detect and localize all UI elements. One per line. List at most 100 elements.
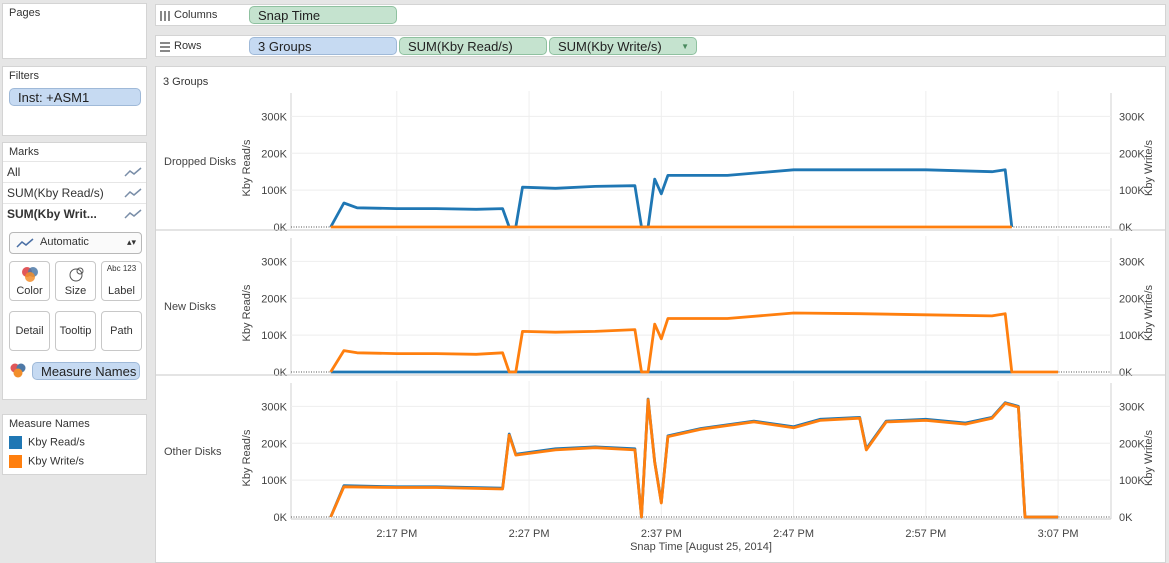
columns-shelf[interactable]: Columns Snap Time: [155, 4, 1166, 26]
row-header-title: 3 Groups: [163, 76, 209, 88]
y-tick-label-right: 0K: [1119, 367, 1133, 379]
marks-card: Marks All SUM(Kby Read/s) SUM(Kby Writ..…: [2, 142, 147, 400]
write-measure-label: SUM(Kby Write/s): [558, 39, 662, 54]
x-tick-label: 2:17 PM: [376, 528, 417, 540]
y-tick-label-left: 0K: [274, 222, 288, 234]
group-label: Dropped Disks: [164, 156, 237, 168]
series-line: [329, 168, 1014, 229]
columns-icon: [160, 11, 170, 21]
y-tick-label-left: 100K: [261, 475, 287, 487]
group-label: New Disks: [164, 301, 216, 313]
x-tick-label: 2:27 PM: [509, 528, 550, 540]
legend-swatch: [9, 436, 22, 449]
dropdown-arrow-icon[interactable]: ▼: [681, 42, 689, 51]
x-axis-title: Snap Time [August 25, 2014]: [630, 541, 772, 553]
y-tick-label-right: 300K: [1119, 401, 1145, 413]
y-tick-label-right: 200K: [1119, 148, 1145, 160]
line-mark-icon: [124, 209, 142, 219]
marks-row-read[interactable]: SUM(Kby Read/s): [3, 182, 146, 203]
y-tick-label-right: 100K: [1119, 330, 1145, 342]
marks-row-label: All: [7, 165, 21, 179]
pages-title: Pages: [9, 7, 41, 19]
updown-arrow-icon: ▴▾: [126, 237, 136, 247]
label-button[interactable]: Abc 123 Label: [101, 261, 142, 301]
line-mark-icon: [16, 238, 34, 248]
marks-row-label: SUM(Kby Read/s): [7, 186, 104, 200]
filter-pill[interactable]: Inst: +ASM1: [9, 88, 141, 106]
path-button-label: Path: [110, 325, 133, 337]
marks-row-label: SUM(Kby Writ...: [7, 207, 97, 221]
y-tick-label-right: 200K: [1119, 293, 1145, 305]
rows-shelf[interactable]: Rows 3 Groups SUM(Kby Read/s) SUM(Kby Wr…: [155, 35, 1166, 57]
x-tick-label: 2:57 PM: [905, 528, 946, 540]
label-icon: Abc 123: [106, 264, 137, 273]
y-tick-label-left: 200K: [261, 293, 287, 305]
legend-item-write[interactable]: Kby Write/s: [9, 455, 84, 468]
filters-card: Filters Inst: +ASM1: [2, 66, 147, 136]
y-tick-label-left: 100K: [261, 185, 287, 197]
series-line: [329, 311, 1059, 374]
view-area: 3 Groups 0K 0K 100K 100K 200K 200K 300K 300K Dro…: [155, 66, 1166, 563]
legend-label: Kby Write/s: [28, 455, 85, 468]
tooltip-button[interactable]: Tooltip: [55, 311, 96, 351]
y-axis-title-right: Kby Write/s: [1143, 429, 1155, 486]
filters-title: Filters: [9, 70, 39, 82]
y-tick-label-right: 100K: [1119, 475, 1145, 487]
y-tick-label-left: 300K: [261, 111, 287, 123]
line-mark-icon: [124, 167, 142, 177]
groups-pill[interactable]: 3 Groups: [249, 37, 397, 55]
read-measure-pill[interactable]: SUM(Kby Read/s): [399, 37, 547, 55]
size-button-label: Size: [64, 285, 87, 297]
x-tick-label: 2:37 PM: [641, 528, 682, 540]
y-tick-label-right: 300K: [1119, 111, 1145, 123]
y-axis-title-left: Kby Read/s: [241, 284, 253, 341]
color-icon: [22, 267, 38, 282]
y-axis-title-right: Kby Write/s: [1143, 284, 1155, 341]
path-button[interactable]: Path: [101, 311, 142, 351]
y-tick-label-left: 300K: [261, 401, 287, 413]
snap-time-pill[interactable]: Snap Time: [249, 6, 397, 24]
rows-label: Rows: [174, 40, 202, 52]
line-mark-icon: [124, 188, 142, 198]
mark-type-select[interactable]: Automatic ▴▾: [9, 232, 142, 254]
color-button-label: Color: [16, 285, 43, 297]
color-encoding-icon: [10, 363, 26, 378]
size-icon: [69, 267, 84, 282]
marks-row-write[interactable]: SUM(Kby Writ...: [3, 203, 146, 224]
chart-svg[interactable]: 0K 0K 100K 100K 200K 200K 300K 300K Dropped Disk…: [156, 67, 1165, 562]
legend-title: Measure Names: [9, 418, 90, 430]
y-tick-label-left: 300K: [261, 256, 287, 268]
y-axis-title-left: Kby Read/s: [241, 429, 253, 486]
color-button[interactable]: Color: [9, 261, 50, 301]
detail-button-label: Detail: [15, 325, 44, 337]
marks-row-all[interactable]: All: [3, 161, 146, 182]
y-tick-label-left: 200K: [261, 148, 287, 160]
x-tick-label: 3:07 PM: [1038, 528, 1079, 540]
detail-button[interactable]: Detail: [9, 311, 50, 351]
label-button-label: Label: [108, 285, 135, 297]
y-tick-label-right: 0K: [1119, 222, 1133, 234]
group-label: Other Disks: [164, 446, 222, 458]
y-tick-label-right: 0K: [1119, 512, 1133, 524]
y-tick-label-left: 200K: [261, 438, 287, 450]
legend-label: Kby Read/s: [28, 436, 85, 449]
pages-card: Pages: [2, 3, 147, 59]
y-tick-label-right: 100K: [1119, 185, 1145, 197]
series-line: [329, 398, 1059, 519]
y-axis-title-left: Kby Read/s: [241, 139, 253, 196]
legend-item-read[interactable]: Kby Read/s: [9, 436, 85, 449]
columns-label: Columns: [174, 9, 218, 21]
mark-type-value: Automatic: [40, 236, 89, 248]
size-button[interactable]: Size: [55, 261, 96, 301]
x-tick-label: 2:47 PM: [773, 528, 814, 540]
write-measure-pill[interactable]: SUM(Kby Write/s) ▼: [549, 37, 697, 55]
series-line: [329, 397, 1059, 519]
tooltip-button-label: Tooltip: [59, 325, 92, 337]
marks-title: Marks: [9, 146, 39, 158]
legend-card: Measure Names Kby Read/s Kby Write/s: [2, 414, 147, 475]
y-tick-label-left: 0K: [274, 367, 288, 379]
y-tick-label-right: 300K: [1119, 256, 1145, 268]
measure-names-pill[interactable]: Measure Names: [32, 362, 140, 380]
y-axis-title-right: Kby Write/s: [1143, 139, 1155, 196]
legend-swatch: [9, 455, 22, 468]
